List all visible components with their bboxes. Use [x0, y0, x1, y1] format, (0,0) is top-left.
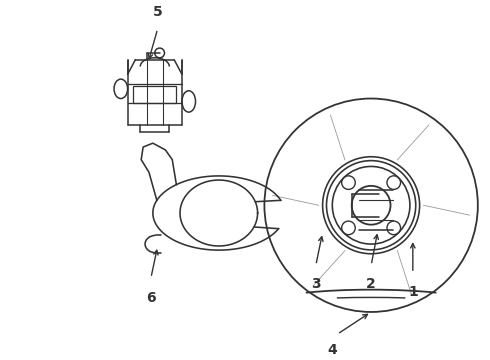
Circle shape	[294, 181, 352, 239]
Text: 2: 2	[366, 277, 376, 291]
Bar	[133, 86, 176, 103]
Circle shape	[379, 171, 447, 239]
Text: 3: 3	[311, 277, 320, 291]
Text: 1: 1	[408, 285, 417, 299]
Circle shape	[265, 99, 478, 312]
Ellipse shape	[353, 190, 366, 230]
Text: 5: 5	[153, 5, 163, 19]
Ellipse shape	[387, 190, 400, 230]
Text: 6: 6	[146, 291, 156, 305]
Text: 4: 4	[327, 343, 337, 357]
